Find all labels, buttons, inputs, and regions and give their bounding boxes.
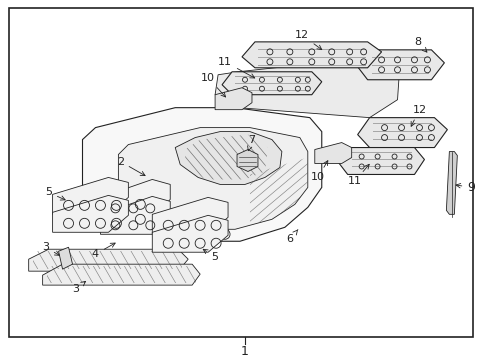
- Polygon shape: [52, 177, 128, 214]
- Polygon shape: [358, 50, 444, 80]
- Text: 1: 1: [241, 345, 249, 359]
- Polygon shape: [52, 195, 128, 232]
- Text: 5: 5: [45, 188, 65, 200]
- Polygon shape: [242, 42, 382, 68]
- Polygon shape: [358, 118, 447, 148]
- Polygon shape: [215, 58, 399, 118]
- Text: 6: 6: [286, 230, 298, 244]
- Text: 7: 7: [247, 135, 256, 151]
- Polygon shape: [43, 264, 200, 285]
- Text: 12: 12: [411, 105, 426, 126]
- Text: 2: 2: [117, 157, 145, 176]
- Text: 3: 3: [42, 242, 59, 255]
- Text: 8: 8: [414, 37, 427, 52]
- Polygon shape: [100, 179, 170, 217]
- Polygon shape: [446, 152, 457, 214]
- Polygon shape: [82, 108, 322, 241]
- Polygon shape: [100, 197, 170, 234]
- Text: 5: 5: [203, 249, 219, 262]
- Polygon shape: [59, 247, 73, 269]
- Polygon shape: [29, 249, 188, 271]
- Polygon shape: [152, 215, 228, 252]
- Polygon shape: [175, 132, 282, 184]
- Text: 3: 3: [72, 282, 86, 294]
- Text: 11: 11: [348, 164, 369, 186]
- Polygon shape: [338, 148, 424, 175]
- Polygon shape: [119, 127, 308, 229]
- Polygon shape: [237, 149, 258, 171]
- Polygon shape: [152, 197, 228, 234]
- Polygon shape: [215, 88, 252, 110]
- Text: 10: 10: [201, 73, 225, 97]
- Text: 12: 12: [295, 30, 322, 50]
- Polygon shape: [222, 72, 322, 95]
- Text: 9: 9: [456, 181, 475, 194]
- Text: 4: 4: [92, 243, 115, 259]
- Polygon shape: [315, 143, 352, 163]
- Text: 10: 10: [311, 161, 328, 183]
- Text: 11: 11: [218, 57, 255, 78]
